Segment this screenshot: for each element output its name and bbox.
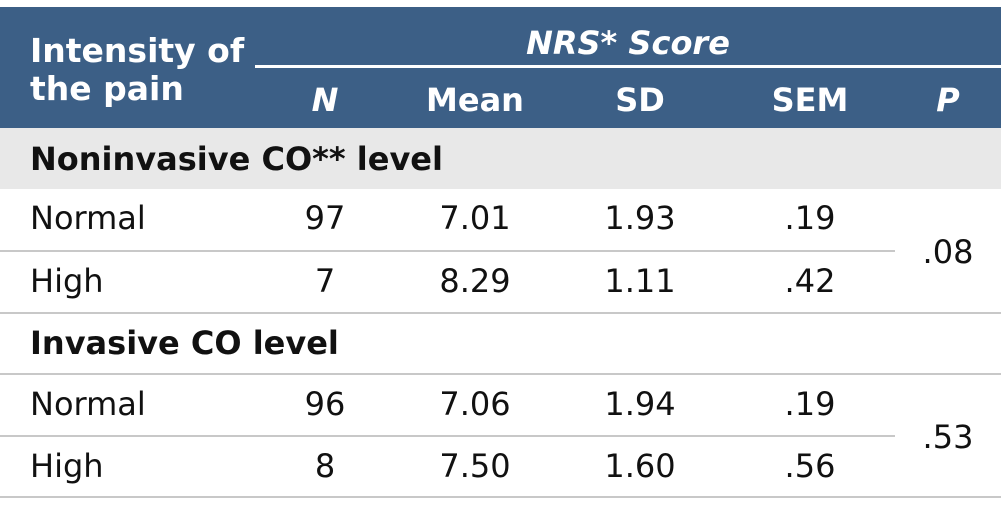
header-title: Intensity of the pain xyxy=(30,32,244,108)
top-border xyxy=(0,0,1004,7)
col-header-sem: SEM xyxy=(771,81,849,119)
header-group-label: NRS* Score xyxy=(526,24,730,62)
table-row: High 8 7.50 1.60 .56 xyxy=(0,437,1001,499)
cell-mean: 8.29 xyxy=(439,262,511,300)
cell-mean: 7.06 xyxy=(439,385,511,423)
row-label: Normal xyxy=(30,199,146,237)
row-divider xyxy=(0,250,895,252)
cell-sem: .19 xyxy=(784,385,836,423)
table-header: Intensity of the pain NRS* Score N Mean … xyxy=(0,7,1001,128)
row-divider xyxy=(0,435,895,437)
cell-sem: .56 xyxy=(784,447,836,485)
row-label: High xyxy=(30,262,104,300)
cell-n: 7 xyxy=(314,262,336,300)
col-header-mean: Mean xyxy=(426,81,524,119)
cell-n: 8 xyxy=(314,447,336,485)
cell-sem: .19 xyxy=(784,199,836,237)
cell-sd: 1.94 xyxy=(604,385,676,423)
section-title: Invasive CO level xyxy=(30,324,339,362)
cell-mean: 7.50 xyxy=(439,447,511,485)
header-title-line2: the pain xyxy=(30,69,184,108)
table-row: Normal 96 7.06 1.94 .19 xyxy=(0,375,1001,437)
cell-mean: 7.01 xyxy=(439,199,511,237)
header-title-line1: Intensity of xyxy=(30,31,245,70)
col-header-p: P xyxy=(936,81,960,119)
col-header-sd: SD xyxy=(615,81,665,119)
row-label: Normal xyxy=(30,385,146,423)
cell-n: 97 xyxy=(304,199,346,237)
section-noninvasive: Noninvasive CO** level xyxy=(0,128,1001,189)
section-title: Noninvasive CO** level xyxy=(30,140,443,178)
section-invasive: Invasive CO level xyxy=(0,314,1001,374)
section-divider xyxy=(0,312,1001,314)
row-label: High xyxy=(30,447,104,485)
cell-sem: .42 xyxy=(784,262,836,300)
cell-sd: 1.60 xyxy=(604,447,676,485)
cell-n: 96 xyxy=(304,385,346,423)
p-value-invasive: .53 xyxy=(922,418,974,456)
table-row: Normal 97 7.01 1.93 .19 xyxy=(0,189,1001,251)
table-row: High 7 8.29 1.11 .42 xyxy=(0,252,1001,314)
cell-sd: 1.11 xyxy=(604,262,676,300)
bottom-rule xyxy=(0,496,1001,498)
section-divider xyxy=(0,373,1001,375)
cell-sd: 1.93 xyxy=(604,199,676,237)
col-header-n: N xyxy=(311,81,339,119)
p-value-noninvasive: .08 xyxy=(922,233,974,271)
header-group-rule xyxy=(255,65,1001,68)
